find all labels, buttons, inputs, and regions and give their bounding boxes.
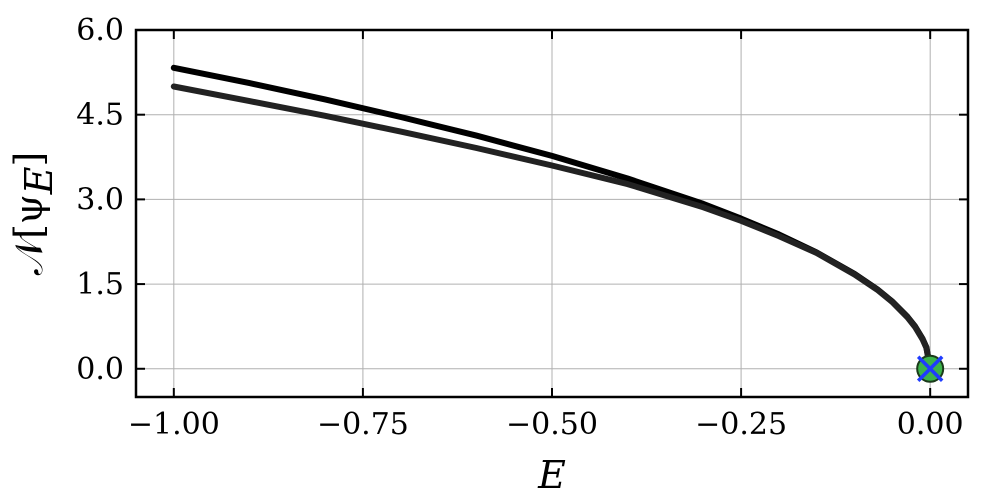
y-tick-label: 1.5: [76, 267, 124, 302]
series-line-2: [170, 83, 934, 372]
ticks: [136, 29, 968, 397]
tick-labels: −1.00 −0.75 −0.50 −0.25 0.00 0.0 1.5 3.0 4.5 6.0: [76, 13, 963, 442]
y-axis-label: 𝒩[ψE]: [7, 152, 61, 276]
y-axis-label-main: 𝒩[ψ: [7, 194, 51, 275]
y-tick-label: 6.0: [76, 13, 124, 48]
x-tick-label: −1.00: [128, 407, 220, 442]
x-tick-label: −0.75: [317, 407, 409, 442]
y-tick-label: 3.0: [76, 182, 124, 217]
x-axis-label: E: [537, 453, 566, 497]
y-axis-label-sub: E: [17, 166, 61, 195]
y-tick-label: 4.5: [76, 98, 124, 133]
x-tick-label: −0.50: [506, 407, 598, 442]
x-tick-label: −0.25: [695, 407, 787, 442]
series-layer: [170, 64, 934, 372]
svg-text:𝒩[ψE]: 𝒩[ψE]: [7, 152, 61, 276]
y-axis-label-close: ]: [7, 152, 51, 167]
marker-x-stroke: [916, 355, 944, 383]
x-tick-label: 0.00: [897, 407, 964, 442]
markers: [916, 354, 945, 383]
y-tick-label: 0.0: [76, 352, 124, 387]
marker-x: [916, 355, 944, 383]
